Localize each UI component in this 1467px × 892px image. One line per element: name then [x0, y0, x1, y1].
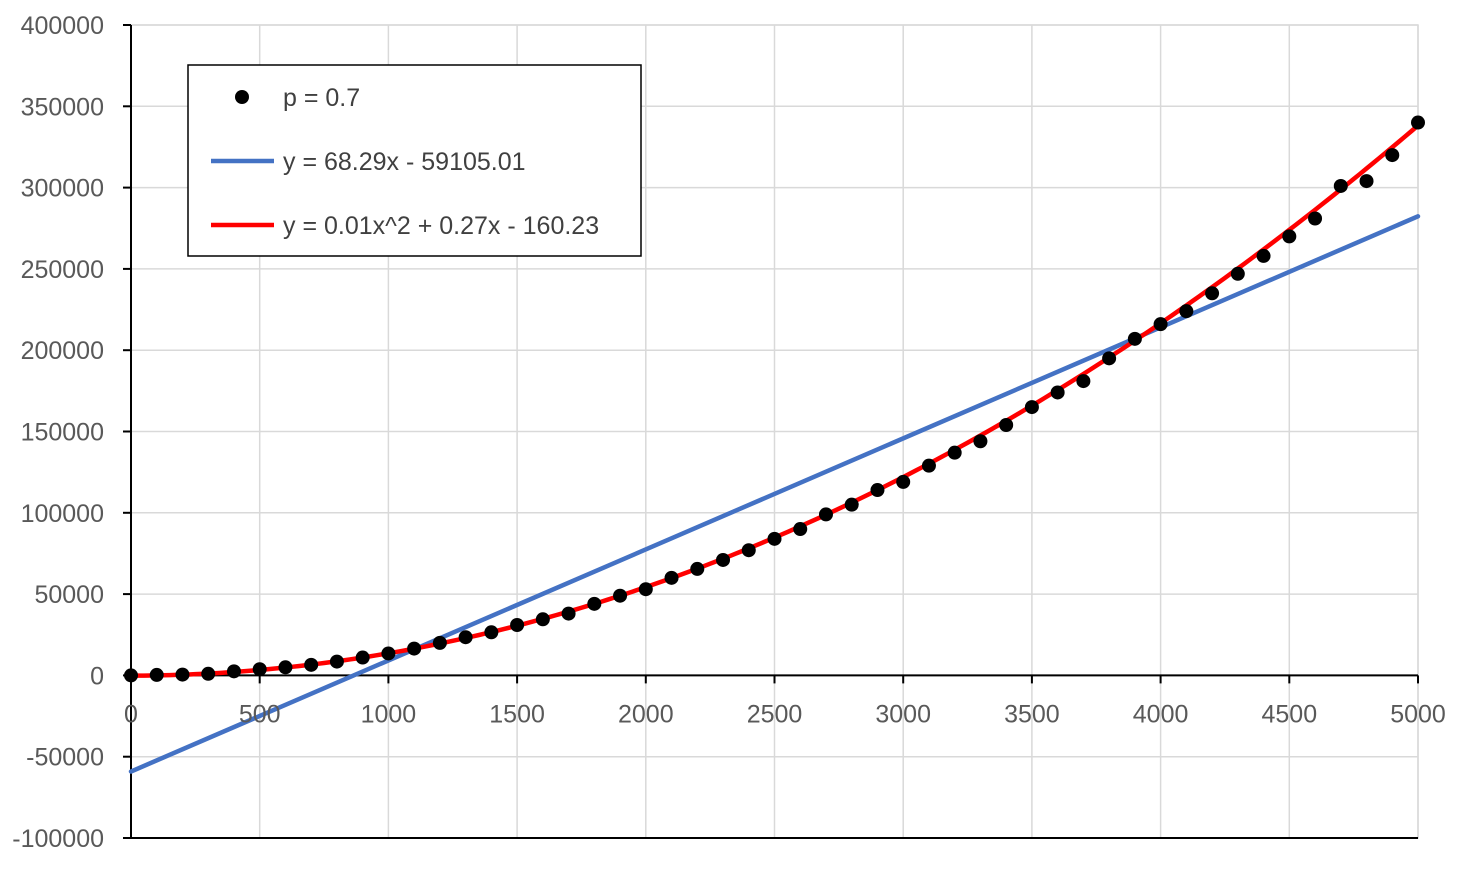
data-point	[664, 570, 679, 585]
data-point	[613, 588, 628, 603]
x-tick-label: 1500	[489, 700, 545, 728]
x-tick-label: 4500	[1261, 700, 1317, 728]
data-point	[201, 666, 216, 681]
data-point	[1179, 304, 1194, 319]
x-tick-label: 2000	[618, 700, 674, 728]
x-tick-label: 500	[239, 700, 281, 728]
data-point	[355, 650, 370, 665]
legend-entry-label: y = 68.29x - 59105.01	[283, 148, 526, 176]
data-point	[484, 625, 499, 640]
data-point	[1102, 351, 1117, 366]
data-point	[1411, 115, 1425, 130]
data-point	[226, 664, 241, 679]
x-tick-label: 3000	[875, 700, 931, 728]
y-tick-label: 50000	[34, 581, 104, 609]
data-point	[432, 635, 447, 650]
legend-entry-label: y = 0.01x^2 + 0.27x - 160.23	[283, 212, 599, 240]
data-point	[844, 497, 859, 512]
legend-marker	[235, 90, 249, 104]
data-point	[175, 667, 190, 682]
x-tick-label: 5000	[1390, 700, 1446, 728]
data-point	[407, 641, 422, 656]
linear-trendline	[128, 214, 1421, 774]
x-tick-label: 2500	[747, 700, 803, 728]
data-point	[1050, 385, 1065, 400]
data-point	[1282, 229, 1297, 244]
data-point	[1205, 286, 1220, 301]
data-point	[1308, 211, 1323, 226]
data-point	[329, 654, 344, 669]
y-tick-label: 0	[90, 662, 104, 690]
data-point	[535, 612, 550, 627]
data-point	[1024, 400, 1039, 415]
y-tick-label: 300000	[21, 175, 104, 203]
data-point	[252, 662, 267, 677]
y-tick-label: 250000	[21, 256, 104, 284]
y-tick-label: 150000	[21, 419, 104, 447]
data-point	[1127, 331, 1142, 346]
y-tick-label: 400000	[21, 12, 104, 40]
data-point	[690, 561, 705, 576]
data-point	[870, 483, 885, 498]
data-point	[1256, 248, 1271, 263]
data-point	[638, 582, 653, 597]
data-point	[381, 646, 396, 661]
data-point	[124, 668, 138, 683]
y-tick-label: 350000	[21, 93, 104, 121]
data-point	[587, 596, 602, 611]
data-point	[1076, 374, 1091, 389]
series-layer	[124, 115, 1425, 774]
data-point	[561, 606, 576, 621]
x-tick-label: 0	[124, 700, 138, 728]
tick-labels: 0 500 1000 1500 2000 2500 3000 3500 4000 4500 5000…	[12, 12, 1446, 853]
data-point	[278, 660, 293, 675]
data-point	[896, 474, 911, 489]
data-point	[304, 657, 319, 672]
data-point	[973, 434, 988, 449]
data-point	[510, 617, 525, 632]
legend-entry-label: p = 0.7	[283, 84, 360, 112]
data-point	[793, 522, 808, 537]
data-point	[716, 552, 731, 567]
data-point	[921, 458, 936, 473]
data-point	[767, 531, 782, 546]
x-tick-label: 3500	[1004, 700, 1060, 728]
legend: p = 0.7 y = 68.29x - 59105.01 y = 0.01x^2 …	[187, 64, 642, 257]
x-tick-label: 4000	[1133, 700, 1189, 728]
data-point	[1230, 266, 1245, 281]
data-point	[818, 507, 833, 522]
data-point	[741, 543, 756, 558]
y-tick-label: -100000	[12, 825, 104, 853]
axes	[123, 24, 1419, 839]
y-tick-label: 100000	[21, 500, 104, 528]
data-point	[458, 630, 473, 645]
data-point	[1385, 148, 1400, 163]
y-tick-label: 200000	[21, 337, 104, 365]
data-point	[1359, 174, 1374, 189]
data-point	[1333, 178, 1348, 193]
data-point	[947, 445, 962, 460]
x-tick-label: 1000	[361, 700, 417, 728]
data-point	[1153, 317, 1168, 332]
y-tick-label: -50000	[26, 744, 104, 772]
data-point	[999, 417, 1014, 432]
data-point	[149, 667, 164, 682]
